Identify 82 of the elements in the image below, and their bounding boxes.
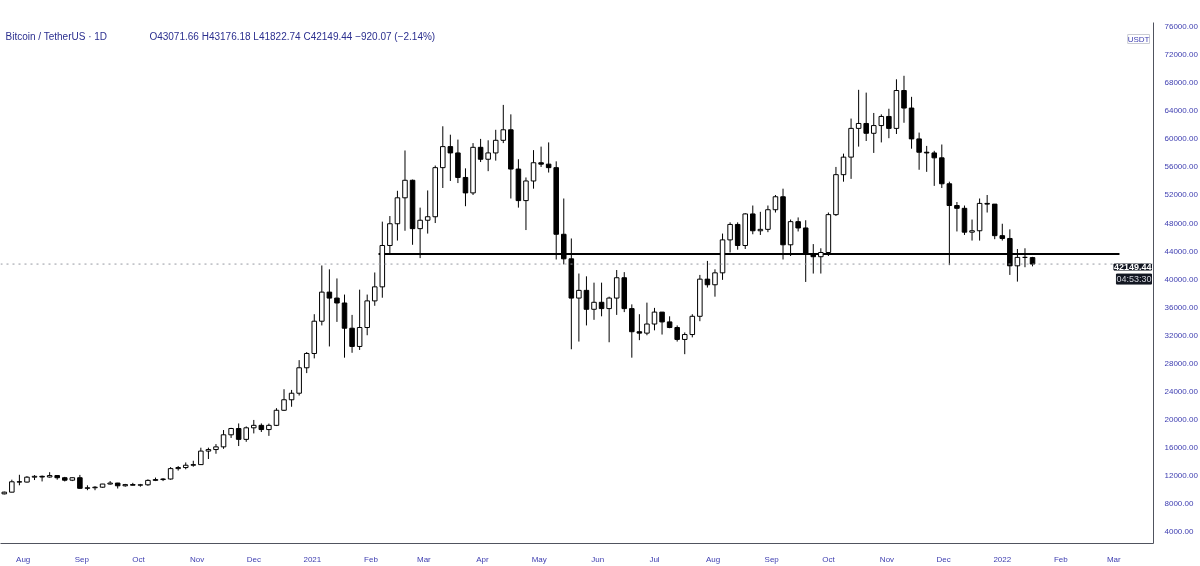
- y-tick-label: 60000.00: [1164, 134, 1199, 144]
- candlestick: [371, 271, 378, 307]
- candlestick: [220, 429, 227, 450]
- x-tick-label: Dec: [246, 554, 261, 564]
- candlestick: [530, 149, 537, 190]
- candlestick: [576, 273, 582, 343]
- candlestick: [636, 313, 643, 341]
- y-tick-label: 64000.00: [1164, 106, 1199, 116]
- candlestick: [500, 104, 507, 144]
- x-tick-label: Jun: [591, 554, 605, 564]
- x-tick-label: Aug: [705, 554, 721, 564]
- candlestick: [598, 282, 605, 317]
- y-tick-label: 32000.00: [1164, 330, 1199, 340]
- candlestick: [923, 145, 930, 173]
- candlestick: [704, 260, 711, 289]
- candlestick: [954, 201, 960, 232]
- candlestick: [492, 129, 499, 162]
- candlestick: [916, 132, 922, 171]
- x-tick-label: Sep: [74, 554, 90, 564]
- candlestick: [523, 176, 529, 231]
- x-tick-label: Oct: [822, 554, 836, 564]
- candlestick: [886, 108, 892, 139]
- candlestick: [961, 205, 968, 236]
- ref-line-label: 42149.44: [1113, 262, 1152, 273]
- candlestick: [266, 423, 272, 437]
- candlestick: [840, 153, 847, 183]
- x-tick-label: Nov: [879, 554, 895, 564]
- x-tick-label: Apr: [476, 554, 490, 564]
- candlestick: [213, 443, 219, 455]
- y-tick-label: 56000.00: [1164, 162, 1199, 172]
- x-tick-label: Oct: [132, 554, 146, 564]
- text: Bitcoin / TetherUS · 1D: [5, 30, 108, 42]
- y-axis-title: USDT: [1127, 34, 1150, 44]
- y-tick-label: 28000.00: [1164, 358, 1199, 368]
- candlestick: [969, 219, 975, 242]
- x-tick-label: May: [531, 554, 547, 564]
- candlestick: [462, 167, 469, 207]
- y-tick-label: 4000.00: [1164, 527, 1194, 537]
- x-tick-label: Feb: [1053, 554, 1069, 564]
- y-tick-label: 72000.00: [1164, 50, 1199, 60]
- candlestick: [349, 314, 355, 354]
- candlestick: [606, 296, 612, 343]
- x-tick-label: Jul: [649, 554, 660, 564]
- candlestick: [402, 149, 408, 232]
- candlestick: [931, 150, 938, 187]
- candlestick: [39, 474, 45, 482]
- text: O43071.66 H43176.18 L41822.74 C42149.44 −920.07 (−2.14%): [149, 30, 436, 42]
- candlestick: [334, 277, 340, 323]
- candlestick: [629, 303, 635, 359]
- y-tick-label: 68000.00: [1164, 78, 1199, 88]
- x-tick-label: 2022: [993, 554, 1012, 564]
- candlestick: [424, 189, 431, 235]
- x-tick-label: Nov: [189, 554, 205, 564]
- x-tick-label: 2021: [303, 554, 322, 564]
- candlestick: [583, 275, 590, 326]
- candlestick: [659, 311, 665, 336]
- y-tick-label: 48000.00: [1164, 218, 1199, 228]
- candlestick: [644, 302, 650, 336]
- x-tick-label: Mar: [417, 554, 432, 564]
- y-tick-label: 8000.00: [1164, 499, 1194, 509]
- y-tick-label: 36000.00: [1164, 302, 1199, 312]
- candlestick: [901, 75, 907, 124]
- y-tick-label: 44000.00: [1164, 246, 1199, 256]
- candlestick: [591, 282, 597, 321]
- annotation: 04:53:30: [1116, 274, 1152, 285]
- y-tick-label: 20000.00: [1164, 414, 1199, 424]
- candlestick: [712, 268, 718, 298]
- candlestick: [538, 146, 544, 168]
- y-tick-label: 76000.00: [1164, 22, 1199, 32]
- candlestick: [281, 388, 287, 412]
- candlestick: [765, 205, 771, 233]
- y-tick-label: 16000.00: [1164, 442, 1199, 452]
- x-tick-label: Sep: [764, 554, 780, 564]
- y-tick-label: 52000.00: [1164, 190, 1199, 200]
- x-tick-label: Mar: [1106, 554, 1122, 564]
- y-tick-label: 12000.00: [1164, 470, 1199, 480]
- x-tick-label: Aug: [16, 554, 31, 564]
- y-tick-label: 24000.00: [1164, 386, 1199, 396]
- x-tick-label: Dec: [936, 554, 951, 564]
- x-tick-label: Feb: [364, 554, 379, 564]
- candlestick: [651, 307, 658, 331]
- y-tick-label: 40000.00: [1164, 274, 1199, 284]
